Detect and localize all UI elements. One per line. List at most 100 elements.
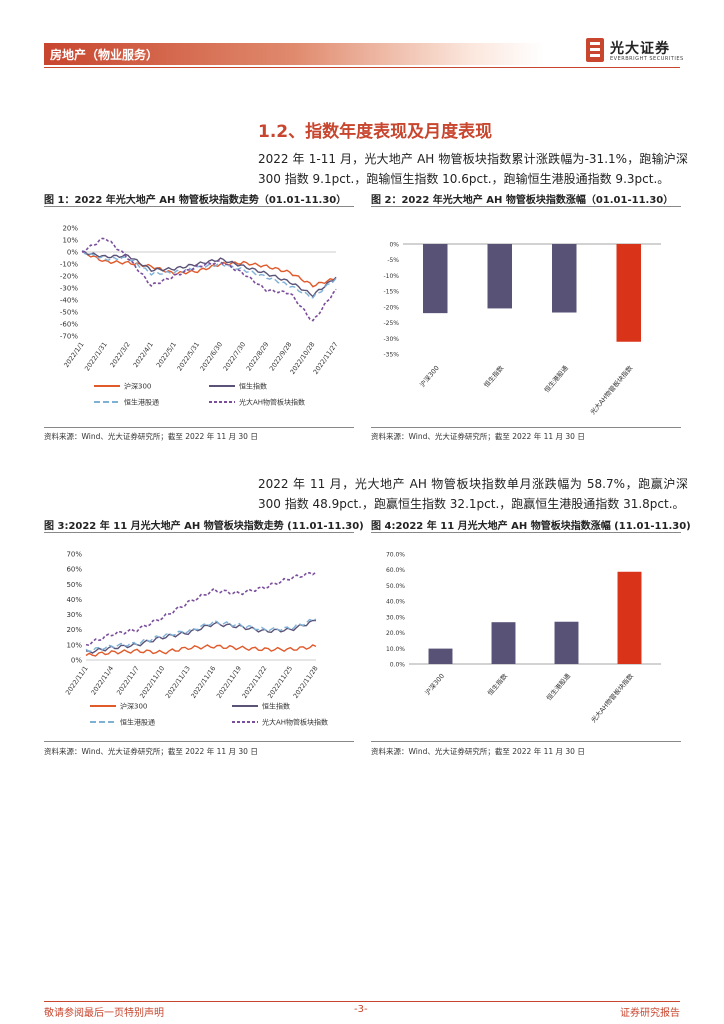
brand-name: 光大证券 [610, 41, 670, 57]
y-tick-label: 0% [67, 249, 78, 257]
page-number: -3- [354, 1004, 368, 1015]
y-tick-label: -60% [60, 321, 78, 329]
series-line-2 [85, 618, 317, 653]
figure2-top-rule [371, 206, 681, 207]
y-tick-label: 0.0% [390, 662, 406, 669]
figure1-top-rule [44, 206, 354, 207]
report-category: 房地产（物业服务） [50, 48, 159, 62]
brand-logo-icon [586, 38, 604, 62]
figure2-bar-chart: 0% -5% -10% -15% -20% -25% -30% -35% 沪深300 恒生指数 恒生… [383, 242, 661, 416]
y-tick-label: -30% [383, 336, 399, 343]
bar-0 [422, 244, 448, 314]
y-tick-label: 70% [66, 551, 82, 559]
y-tick-label: 0% [389, 242, 399, 249]
legend-label-3: 光大AH物管板块指数 [239, 398, 305, 407]
legend-label-2: 恒生港股通 [124, 398, 159, 407]
legend-label-0: 沪深300 [120, 702, 147, 711]
y-tick-label: 60% [66, 566, 82, 574]
figure3-bottom-rule [44, 741, 354, 742]
x-tick-label: 2022/11/22 [240, 665, 268, 700]
x-tick-label: 2022/5/31 [175, 341, 201, 373]
y-tick-label: 30% [66, 611, 82, 619]
x-category-label: 沪深300 [423, 672, 446, 697]
figure2-source: 资料来源：Wind、光大证券研究所；截至 2022 年 11 月 30 日 [371, 432, 585, 441]
series-line-3 [85, 571, 317, 647]
y-tick-label: 40.0% [386, 599, 405, 606]
x-tick-label: 2022/11/25 [266, 665, 294, 700]
figure1-title: 图 1：2022 年光大地产 AH 物管板块指数走势（01.01-11.30） [44, 195, 347, 206]
figure3-title: 图 3:2022 年 11 月光大地产 AH 物管板块指数走势 (11.01-1… [44, 521, 364, 532]
bar-3 [617, 571, 642, 664]
x-category-label: 恒生港股通 [544, 671, 572, 702]
x-category-label: 沪深300 [418, 364, 441, 389]
x-tick-label: 2022/11/28 [292, 665, 320, 700]
y-tick-label: 50% [66, 581, 82, 589]
x-tick-label: 2022/1/1 [62, 341, 85, 370]
x-tick-label: 2022/1/31 [83, 341, 109, 373]
figure1-bottom-rule [44, 427, 354, 428]
y-tick-label: 70.0% [386, 552, 405, 559]
x-tick-label: 2022/3/2 [109, 341, 132, 370]
y-tick-label: -10% [383, 273, 399, 280]
y-tick-label: -30% [60, 285, 78, 293]
series-line-0 [81, 251, 337, 288]
x-tick-label: 2022/11/19 [215, 665, 243, 700]
x-tick-label: 2022/5/1 [155, 341, 178, 370]
figure4-title: 图 4:2022 年 11 月光大地产 AH 物管板块指数涨幅 (11.01-1… [371, 521, 691, 532]
footer-report-type: 证券研究报告 [620, 1008, 680, 1019]
x-tick-label: 2022/8/29 [245, 341, 271, 373]
x-tick-label: 2022/11/4 [90, 665, 116, 697]
paragraph-ytd: 2022 年 1-11 月，光大地产 AH 物管板块指数累计涨跌幅为-31.1%… [258, 152, 688, 186]
y-tick-label: 40% [66, 596, 82, 604]
y-tick-label: 50.0% [386, 583, 405, 590]
figure4-bottom-rule [371, 741, 681, 742]
y-tick-label: 60.0% [386, 567, 405, 574]
figure3-line-chart: 70%60%50%40%30%20%10%0%2022/11/1 2022/11/… [64, 551, 328, 727]
bar-2 [554, 621, 579, 664]
header-band [44, 43, 544, 65]
y-tick-label: -70% [60, 333, 78, 341]
figure1-source: 资料来源：Wind、光大证券研究所；截至 2022 年 11 月 30 日 [44, 432, 258, 441]
y-tick-label: -35% [383, 352, 399, 359]
figure4-source: 资料来源：Wind、光大证券研究所；截至 2022 年 11 月 30 日 [371, 747, 585, 756]
section-title: 1.2、指数年度表现及月度表现 [258, 122, 493, 142]
x-tick-label: 2022/11/16 [189, 665, 217, 700]
y-tick-label: -20% [60, 273, 78, 281]
y-tick-label: 10% [66, 641, 82, 649]
x-tick-label: 2022/7/30 [222, 341, 248, 373]
y-tick-label: -10% [60, 261, 78, 269]
y-tick-label: -50% [60, 309, 78, 317]
legend-label-2: 恒生港股通 [120, 718, 155, 727]
x-tick-label: 2022/4/1 [132, 341, 155, 370]
y-tick-label: 20% [62, 225, 78, 233]
series-line-3 [81, 237, 337, 322]
brand-name-en: EVERBRIGHT SECURITIES [610, 56, 684, 62]
legend-label-0: 沪深300 [124, 382, 151, 391]
y-tick-label: 10.0% [386, 646, 405, 653]
y-tick-label: 10% [62, 237, 78, 245]
figure3-source: 资料来源：Wind、光大证券研究所；截至 2022 年 11 月 30 日 [44, 747, 258, 756]
y-tick-label: 20.0% [386, 630, 405, 637]
x-category-label: 恒生港股通 [542, 363, 570, 394]
legend-label-1: 恒生指数 [239, 382, 267, 391]
figure3-top-rule [44, 532, 354, 533]
bar-1 [491, 622, 516, 664]
y-tick-label: -15% [383, 289, 399, 296]
y-tick-label: -5% [387, 257, 399, 264]
x-tick-label: 2022/11/1 [64, 665, 90, 697]
x-category-label: 光大AH物管板块指数 [589, 671, 636, 724]
y-tick-label: 20% [66, 626, 82, 634]
series-line-0 [85, 644, 317, 657]
x-tick-label: 2022/9/28 [268, 341, 294, 373]
x-category-label: 恒生指数 [485, 671, 509, 697]
figure2-title: 图 2：2022 年光大地产 AH 物管板块指数涨幅（01.01-11.30） [371, 195, 674, 206]
footer-rule [44, 1001, 680, 1002]
header-rule [44, 67, 680, 68]
bar-1 [487, 244, 513, 309]
series-line-2 [81, 250, 337, 299]
figure2-bottom-rule [371, 427, 681, 428]
bar-2 [551, 244, 577, 313]
paragraph-november: 2022 年 11 月，光大地产 AH 物管板块指数单月涨跌幅为 58.7%，跑… [258, 477, 688, 511]
figure1-line-chart: 20%10%0%-10%-20%-30%-40%-50%-60%-70%2022… [60, 225, 340, 407]
y-tick-label: -40% [60, 297, 78, 305]
